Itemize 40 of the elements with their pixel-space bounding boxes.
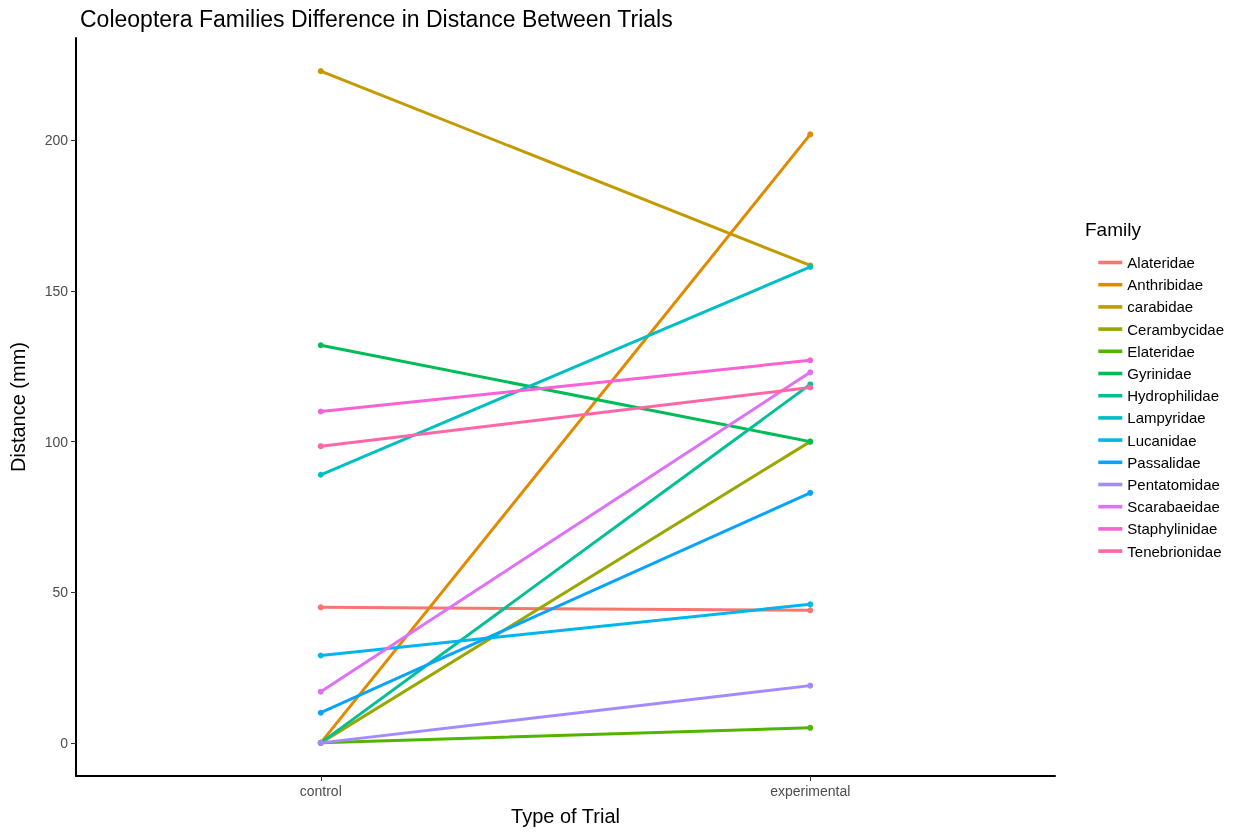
y-tick-label: 200 (44, 132, 69, 149)
legend-label: Hydrophilidae (1127, 387, 1220, 405)
point (317, 688, 324, 695)
point (317, 604, 324, 611)
legend-label: Alateridae (1127, 254, 1195, 271)
legend-label: Staphylinidae (1127, 520, 1218, 538)
y-tick-label: 50 (52, 584, 69, 601)
point (317, 443, 324, 450)
y-tick-label: 0 (60, 734, 69, 751)
chart-title: Coleoptera Families Difference in Distance Between Trials (80, 5, 673, 32)
x-tick-label: control (299, 783, 342, 799)
legend-label: Tenebrionidae (1127, 542, 1222, 560)
point (807, 489, 814, 496)
legend-title: Family (1085, 219, 1142, 240)
x-tick-label: experimental (770, 783, 851, 799)
y-tick-label: 150 (44, 283, 69, 300)
y-axis-title: Distance (mm) (7, 341, 29, 473)
legend-label: Passalidae (1127, 453, 1201, 471)
legend-label: Anthribidae (1127, 276, 1204, 294)
legend-label: Pentatomidae (1127, 476, 1220, 493)
legend-label: Lucanidae (1127, 431, 1197, 449)
point (807, 357, 814, 364)
legend-label: Scarabaeidae (1127, 498, 1220, 516)
point (807, 131, 814, 138)
y-tick-label: 100 (44, 433, 69, 450)
point (317, 342, 324, 349)
point (807, 607, 814, 614)
point (807, 724, 814, 731)
point (807, 682, 814, 689)
x-axis-title: Type of Trial (511, 805, 620, 827)
point (807, 601, 814, 608)
point (317, 68, 324, 75)
point (317, 709, 324, 716)
legend-label: Elateridae (1127, 342, 1195, 360)
legend-label: carabidae (1127, 298, 1194, 316)
legend-label: Cerambycidae (1127, 320, 1225, 338)
legend-label: Lampyridae (1127, 409, 1206, 427)
point (317, 471, 324, 478)
legend-label: Gyrinidae (1127, 365, 1192, 382)
point (807, 369, 814, 376)
